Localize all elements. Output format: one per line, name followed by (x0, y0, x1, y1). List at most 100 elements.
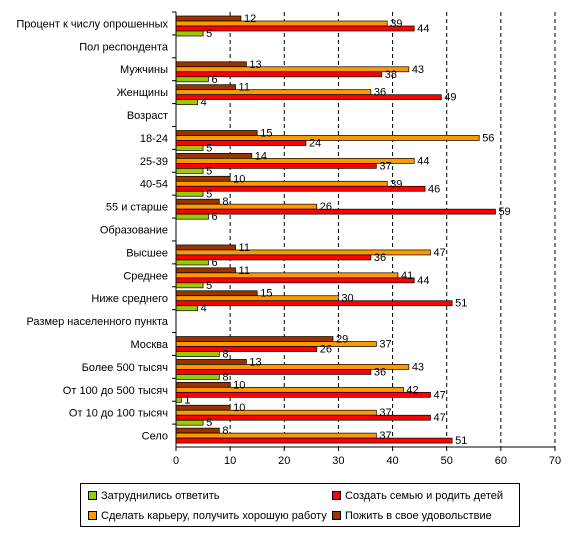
bar (175, 76, 209, 83)
category-label: 25-39 (140, 156, 168, 168)
bar (175, 267, 236, 274)
bar (175, 351, 220, 357)
data-label: 11 (239, 82, 250, 94)
bar (175, 409, 377, 416)
bar (175, 282, 204, 289)
data-label: 11 (239, 242, 250, 254)
bar (175, 432, 377, 439)
data-label: 36 (374, 87, 386, 99)
data-label: 44 (417, 155, 429, 167)
category-label: Москва (130, 339, 168, 351)
data-label: 39 (390, 178, 402, 190)
data-label: 8 (222, 196, 228, 208)
bar (175, 437, 453, 444)
data-label: 39 (390, 18, 402, 30)
legend-swatch (332, 510, 341, 520)
data-label: 30 (341, 293, 353, 305)
category-label: От 10 до 100 тысяч (69, 408, 168, 420)
bar (175, 300, 453, 307)
bar (175, 419, 204, 426)
category-label: Процент к числу опрошенных (16, 18, 168, 30)
bar (175, 84, 236, 91)
bar (175, 295, 339, 302)
data-label: 43 (412, 64, 424, 76)
section-header-label: Пол респондента (79, 41, 169, 53)
data-label: 47 (433, 247, 445, 259)
category-label: Женщины (117, 87, 168, 99)
category-label: Более 500 тысяч (82, 362, 168, 374)
bar (175, 89, 372, 96)
category-label: 18-24 (140, 133, 168, 145)
section-header-label: Возраст (127, 110, 168, 122)
bar (175, 254, 372, 261)
data-label: 5 (206, 188, 212, 200)
bar (175, 359, 247, 365)
data-label: 41 (401, 270, 413, 282)
x-tick-label: 30 (332, 455, 344, 467)
data-label: 51 (455, 298, 467, 310)
data-label: 56 (482, 132, 494, 144)
category-label: 55 и старше (106, 202, 168, 214)
legend-label: Создать семью и родить детей (345, 490, 504, 502)
data-label: 15 (260, 127, 272, 139)
x-tick-label: 40 (386, 455, 398, 467)
data-label: 37 (379, 430, 391, 442)
bar (175, 346, 318, 352)
category-label: Высшее (126, 247, 168, 259)
section-header-label: Образование (100, 225, 168, 237)
data-label: 5 (206, 165, 212, 177)
bar-chart: 1213111514108111115291310108394336564439… (16, 11, 561, 467)
bar (175, 305, 199, 312)
bar (175, 185, 426, 192)
bars (175, 15, 496, 444)
bar (175, 203, 318, 210)
bar (175, 94, 442, 101)
grid-lines (229, 12, 556, 447)
category-label: 40-54 (140, 179, 168, 191)
bar (175, 391, 431, 398)
bar (175, 140, 307, 146)
data-label: 26 (320, 201, 332, 213)
category-label: Ниже среднего (91, 293, 168, 305)
bar (175, 190, 204, 197)
legend-swatch (88, 510, 97, 520)
data-label: 14 (255, 150, 267, 162)
data-label: 10 (233, 402, 245, 414)
bar (175, 336, 334, 342)
bar (175, 290, 258, 297)
data-label: 6 (211, 257, 217, 269)
data-label: 37 (379, 160, 391, 172)
category-label: Среднее (123, 270, 168, 282)
data-label: 37 (379, 339, 391, 351)
x-tick-label: 20 (278, 455, 290, 467)
data-label: 42 (406, 384, 418, 396)
bar (175, 396, 182, 403)
data-label: 47 (433, 412, 445, 424)
data-labels: 1213111514108111115291310108394336564439… (184, 13, 510, 447)
data-label: 29 (336, 334, 348, 346)
bar (175, 198, 220, 205)
bar (175, 20, 388, 27)
data-label: 12 (244, 13, 256, 25)
x-tick-label: 60 (495, 455, 507, 467)
legend-item: Затруднились ответить (88, 490, 220, 503)
bar (175, 386, 404, 393)
data-label: 13 (249, 59, 261, 71)
data-label: 37 (379, 407, 391, 419)
bar (175, 168, 204, 174)
bar (175, 249, 431, 256)
data-label: 38 (385, 69, 397, 81)
data-label: 10 (233, 379, 245, 391)
legend-label: Сделать карьеру, получить хорошую работу (101, 510, 327, 522)
bar (175, 180, 388, 187)
data-label: 5 (206, 142, 212, 154)
data-label: 4 (201, 303, 207, 315)
bar (175, 71, 383, 78)
data-label: 11 (239, 265, 250, 277)
data-label: 4 (201, 97, 207, 109)
legend-label: Пожить в свое удовольствие (345, 510, 492, 522)
data-label: 44 (417, 23, 429, 35)
bar (175, 130, 258, 136)
legend-item: Пожить в свое удовольствие (332, 510, 492, 523)
bar (175, 208, 496, 215)
